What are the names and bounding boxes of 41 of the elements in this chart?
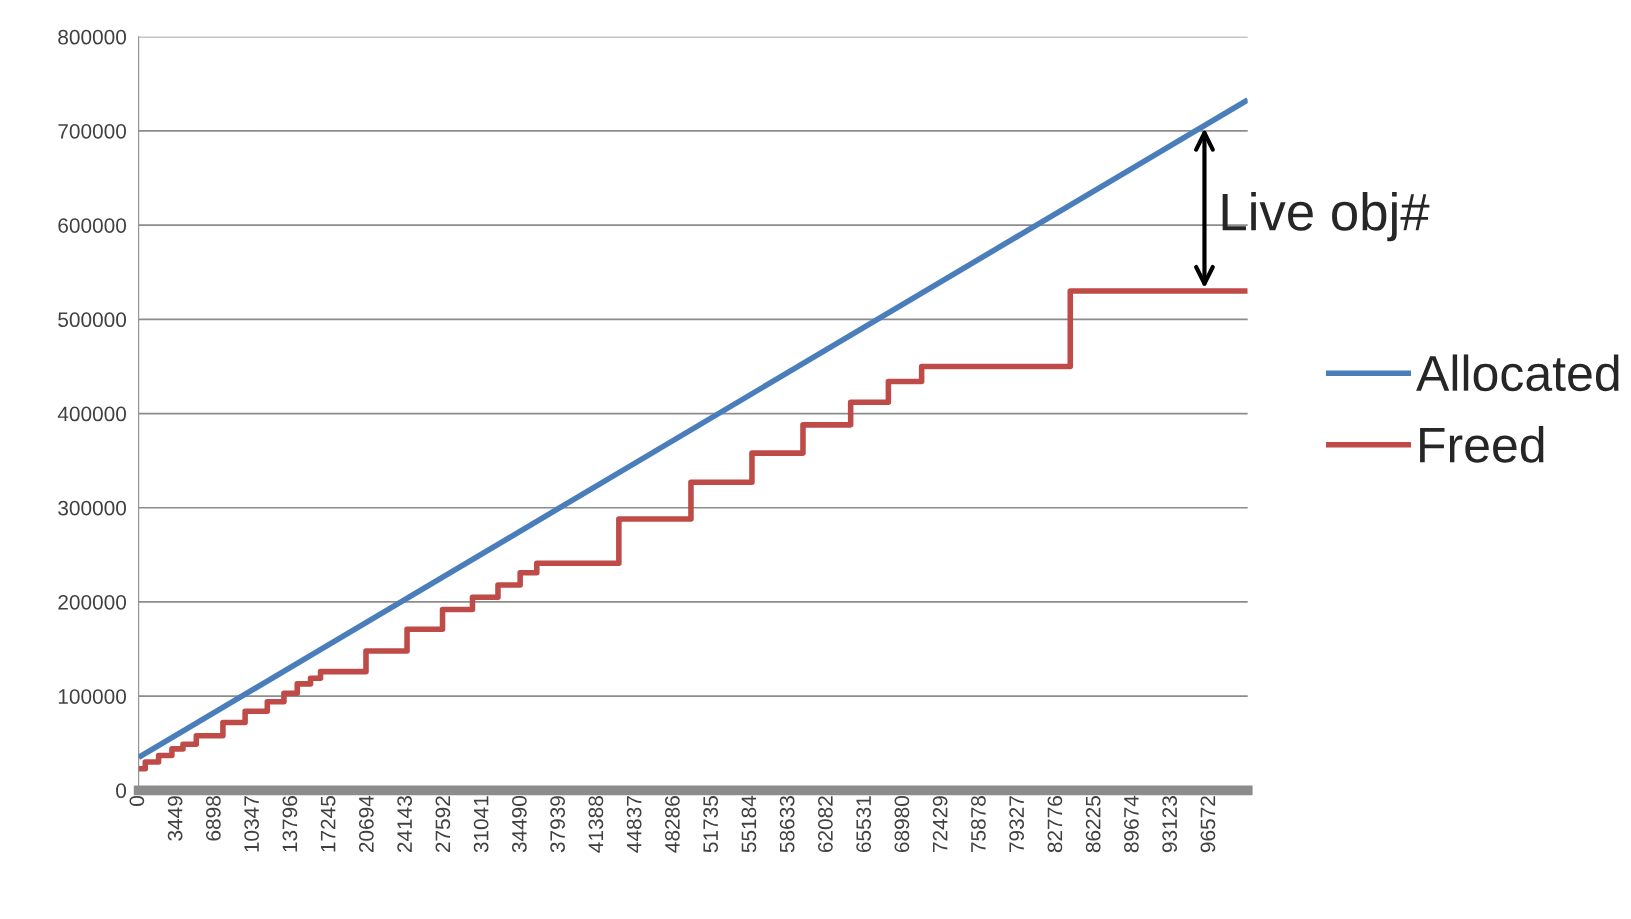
x-tick-label: 89674 <box>1124 795 1139 853</box>
x-tick-label: 3449 <box>167 796 183 841</box>
x-tick-label: 0 <box>129 796 145 806</box>
y-tick-label: 200000 <box>58 594 127 610</box>
x-tick-label: 48286 <box>665 796 680 853</box>
x-tick-label: 34490 <box>512 796 527 853</box>
x-tick-label: 75878 <box>971 796 986 853</box>
y-tick-label: 600000 <box>58 218 127 233</box>
x-tick-label: 72429 <box>932 796 948 853</box>
x-tick-label: 44837 <box>626 796 642 853</box>
x-tick-label: 65531 <box>856 796 872 853</box>
y-tick-label: 500000 <box>58 312 127 328</box>
x-tick-label: 24143 <box>397 796 412 853</box>
x-tick-label: 27592 <box>435 796 451 853</box>
x-tick-label: 96572 <box>1200 796 1216 853</box>
annotation: Live obj# <box>1222 191 1430 242</box>
x-tick-label: 20694 <box>358 795 374 853</box>
x-tick-label: 31041 <box>473 796 489 853</box>
x-tick-label: 10347 <box>244 796 259 852</box>
x-tick-label: 68980 <box>894 796 910 853</box>
x-tick-label: 6898 <box>205 796 221 841</box>
y-tick-label: 700000 <box>58 123 127 139</box>
y-tick-label: 400000 <box>57 406 127 422</box>
x-tick-label: 55184 <box>741 795 757 853</box>
y-tick-label: 0 <box>116 783 127 799</box>
x-tick-label: 86225 <box>1085 796 1101 853</box>
x-tick-label: 79327 <box>1009 796 1025 853</box>
x-tick-label: 93123 <box>1162 796 1178 853</box>
x-tick-label: 58633 <box>779 796 795 853</box>
y-tick-label: 100000 <box>58 689 127 704</box>
x-tick-label: 17245 <box>320 796 336 852</box>
x-tick-label: 62082 <box>818 796 833 853</box>
x-tick-label: 51735 <box>703 796 719 853</box>
x-tick-label: 41388 <box>588 796 604 853</box>
y-tick-label: 300000 <box>58 500 127 516</box>
x-tick-label: 82776 <box>1047 796 1063 853</box>
y-tick-label: 800000 <box>58 29 127 45</box>
legend-label: Freed <box>1420 426 1544 463</box>
legend-label: Allocated <box>1416 354 1619 392</box>
x-tick-label: 13796 <box>282 796 298 852</box>
x-tick-label: 37939 <box>550 796 565 853</box>
